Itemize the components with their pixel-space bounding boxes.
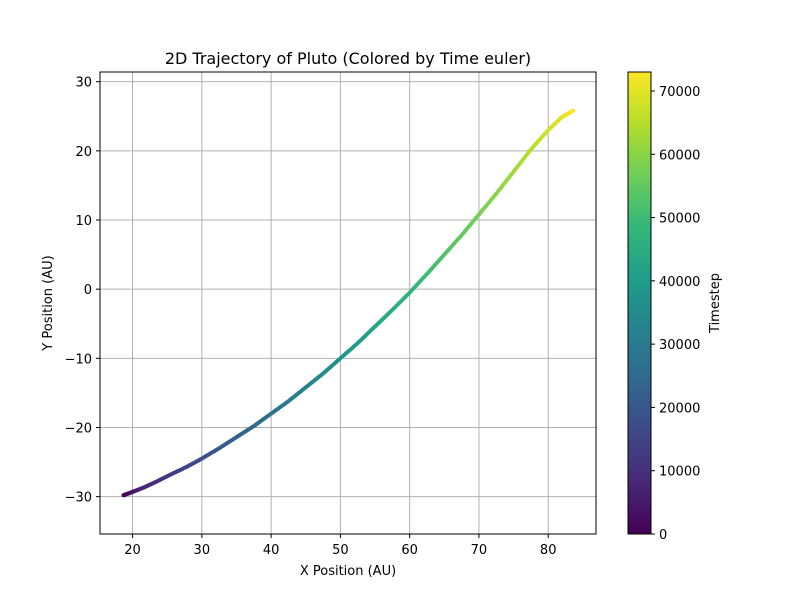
trajectory-points [121, 108, 576, 498]
y-tick-label: 20 [75, 145, 92, 160]
y-tick-label: 0 [84, 283, 92, 298]
chart-title: 2D Trajectory of Pluto (Colored by Time … [165, 49, 531, 68]
colorbar-gradient [628, 72, 651, 534]
plot-frame [99, 71, 597, 535]
colorbar-tick-label: 0 [659, 528, 667, 543]
trajectory-point [571, 108, 576, 113]
colorbar-tick-label: 70000 [659, 85, 700, 100]
x-tick-label: 80 [540, 543, 557, 558]
x-axis-ticks: 20 30 40 50 60 70 80 [124, 534, 556, 558]
y-tick-label: −10 [65, 352, 92, 367]
grid-lines [100, 72, 596, 534]
colorbar-tick-label: 30000 [659, 338, 700, 353]
colorbar-tick-label: 40000 [659, 275, 700, 290]
colorbar-tick-label: 20000 [659, 401, 700, 416]
colorbar-tick-label: 50000 [659, 212, 700, 227]
colorbar-label: Timestep [708, 273, 723, 334]
x-tick-label: 50 [332, 543, 349, 558]
y-axis-label: Y Position (AU) [41, 255, 56, 351]
colorbar-ticks: 0 10000 20000 30000 40000 50000 60000 70000 [651, 85, 700, 543]
y-axis-ticks: −30 −20 −10 0 10 20 30 [65, 76, 100, 506]
colorbar-tick-label: 10000 [659, 465, 700, 480]
x-tick-label: 20 [124, 543, 141, 558]
y-tick-label: −20 [65, 421, 92, 436]
colorbar-frame [627, 71, 652, 535]
colorbar-tick-label: 60000 [659, 148, 700, 163]
x-tick-label: 70 [471, 543, 488, 558]
x-tick-label: 30 [194, 543, 211, 558]
x-tick-label: 60 [401, 543, 418, 558]
x-axis-label: X Position (AU) [300, 564, 396, 579]
y-tick-label: −30 [65, 491, 92, 506]
y-tick-label: 30 [75, 76, 92, 91]
x-tick-label: 40 [263, 543, 280, 558]
y-tick-label: 10 [75, 214, 92, 229]
